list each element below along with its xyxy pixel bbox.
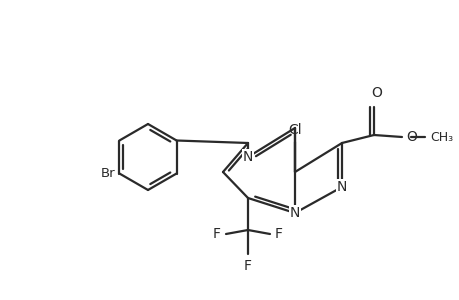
Text: F: F	[243, 259, 252, 273]
Text: N: N	[289, 206, 300, 220]
Text: CH₃: CH₃	[429, 130, 452, 143]
Text: O: O	[371, 86, 381, 100]
Text: F: F	[213, 227, 220, 241]
Text: O: O	[405, 130, 416, 144]
Text: Br: Br	[101, 167, 115, 180]
Text: Cl: Cl	[287, 123, 301, 137]
Text: N: N	[336, 180, 347, 194]
Text: F: F	[274, 227, 282, 241]
Text: N: N	[242, 150, 252, 164]
